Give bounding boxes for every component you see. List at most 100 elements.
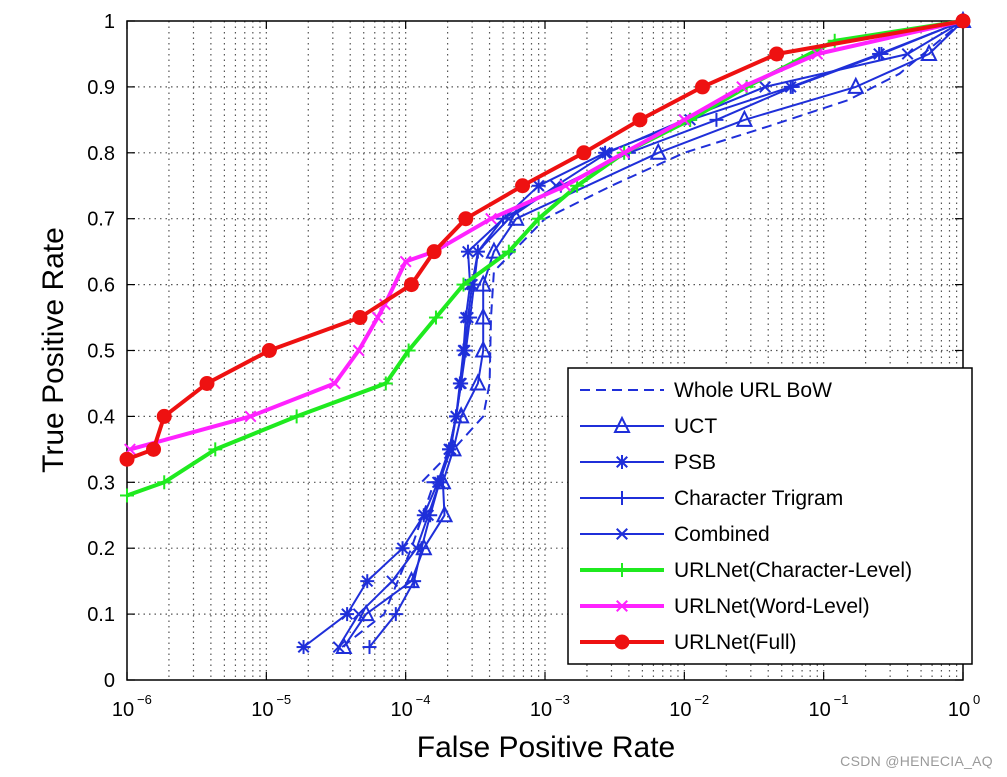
- data-point: [955, 13, 971, 29]
- data-point: [474, 307, 492, 325]
- data-point: [208, 442, 223, 457]
- legend-marker: [615, 563, 629, 577]
- data-point: [422, 509, 435, 522]
- data-point: [515, 178, 531, 194]
- legend-marker: [613, 415, 631, 433]
- data-point: [360, 574, 375, 589]
- y-tick-label: 1: [104, 11, 115, 33]
- legend-label: Combined: [674, 523, 770, 546]
- data-point: [435, 505, 454, 523]
- data-point: [736, 80, 749, 93]
- x-tick-exponent: −6: [137, 692, 152, 707]
- data-point: [531, 211, 546, 226]
- x-tick-label: 10: [948, 699, 970, 721]
- data-point: [874, 46, 889, 61]
- data-point: [386, 575, 399, 588]
- data-point: [759, 80, 772, 93]
- data-point: [847, 76, 865, 94]
- x-tick-label: 10: [112, 699, 134, 721]
- data-point: [433, 476, 446, 489]
- data-point: [156, 408, 172, 424]
- legend-label: URLNet(Character-Level): [674, 559, 912, 582]
- data-point: [199, 375, 215, 391]
- data-point: [388, 607, 403, 622]
- y-axis-label: True Positive Rate: [37, 227, 70, 473]
- data-point: [426, 244, 442, 260]
- data-point: [462, 311, 474, 324]
- data-point: [678, 113, 691, 126]
- legend-entry: UCT: [580, 415, 717, 438]
- x-tick-exponent: 0: [973, 692, 980, 707]
- y-tick-label: 0: [104, 670, 115, 692]
- data-point: [501, 244, 516, 259]
- x-tick-exponent: −2: [694, 692, 709, 707]
- data-point: [811, 47, 824, 60]
- data-point: [485, 241, 503, 259]
- data-point: [401, 343, 416, 358]
- series-layer: [119, 10, 972, 655]
- data-point: [694, 79, 710, 95]
- y-tick-label: 0.8: [87, 143, 115, 165]
- data-point: [460, 244, 475, 259]
- x-tick-label: 10: [251, 699, 273, 721]
- data-point: [407, 574, 422, 589]
- data-point: [352, 344, 365, 357]
- data-point: [378, 376, 393, 391]
- data-point: [507, 208, 525, 226]
- legend-label: Character Trigram: [674, 487, 843, 510]
- x-tick-label: 10: [530, 699, 552, 721]
- data-point: [157, 475, 172, 490]
- data-point: [531, 178, 546, 193]
- data-point: [120, 488, 134, 503]
- data-point: [785, 79, 800, 94]
- data-point: [502, 212, 515, 225]
- data-point: [410, 542, 423, 555]
- y-tick-label: 0.6: [87, 275, 115, 297]
- legend: Whole URL BoW UCT PSB Character Trigram Comb…: [567, 367, 973, 665]
- legend-entry: Character Trigram: [580, 487, 843, 510]
- legend-entry: PSB: [580, 451, 716, 474]
- watermark-text: CSDN @HENECIA_AQ: [840, 753, 993, 769]
- x-tick-label: 10: [669, 699, 691, 721]
- data-point: [362, 640, 377, 655]
- legend-entry: URLNet(Word-Level): [580, 595, 870, 618]
- data-point: [920, 43, 938, 61]
- data-point: [485, 212, 498, 225]
- y-tick-label: 0.2: [87, 538, 115, 560]
- data-point: [352, 608, 365, 621]
- series-whole-url-bow: [341, 20, 964, 648]
- legend-entry: Combined: [580, 523, 770, 546]
- legend-marker: [615, 491, 629, 505]
- legend-marker: [614, 634, 630, 650]
- data-point: [458, 344, 471, 357]
- y-tick-label: 0.1: [87, 604, 115, 626]
- data-point: [119, 451, 135, 467]
- legend-label: PSB: [674, 451, 716, 474]
- series-line: [341, 20, 964, 648]
- data-point: [463, 310, 478, 325]
- legend-label: URLNet(Word-Level): [674, 595, 870, 618]
- y-tick-label: 0.9: [87, 77, 115, 99]
- x-tick-label: 10: [809, 699, 831, 721]
- series-urlnet-full: [119, 13, 971, 467]
- y-tick-label: 0.4: [87, 406, 115, 428]
- x-tick-exponent: −5: [276, 692, 291, 707]
- data-point: [735, 109, 754, 127]
- data-point: [332, 641, 345, 654]
- y-tick-label: 0.5: [87, 341, 115, 363]
- legend-marker: [616, 528, 628, 540]
- y-tick-label: 0.7: [87, 209, 115, 231]
- data-point: [352, 310, 368, 326]
- data-point: [474, 340, 492, 358]
- legend-marker: [616, 600, 628, 612]
- data-point: [261, 343, 277, 358]
- data-point: [559, 179, 572, 192]
- data-point: [244, 410, 257, 423]
- data-point: [901, 47, 914, 60]
- legend-entry: URLNet(Full): [580, 631, 797, 654]
- data-point: [618, 146, 631, 159]
- legend-entry: Whole URL BoW: [580, 379, 832, 402]
- data-point: [399, 255, 412, 268]
- data-point: [469, 373, 487, 391]
